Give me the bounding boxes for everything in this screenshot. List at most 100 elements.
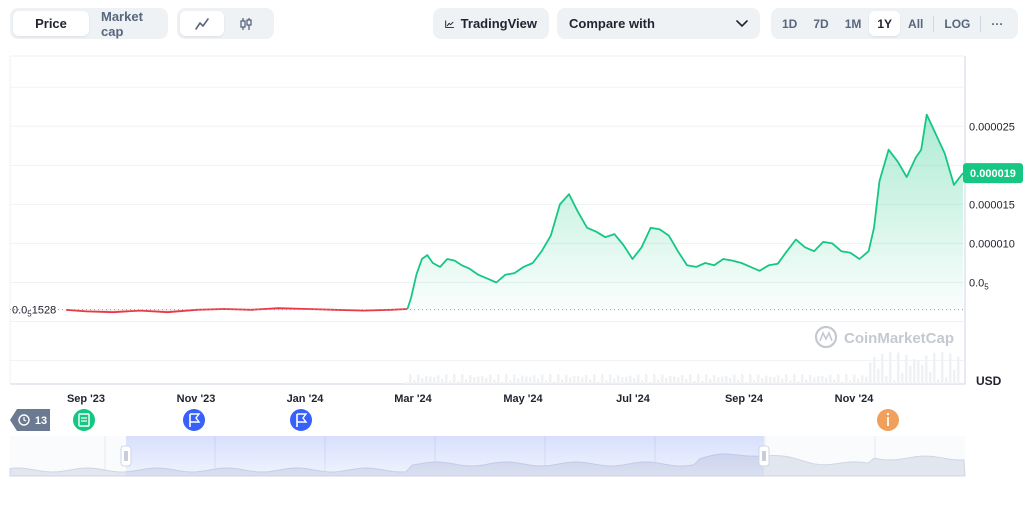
volume-bar xyxy=(441,378,444,384)
volume-bar xyxy=(753,380,756,384)
volume-bar xyxy=(721,376,724,384)
volume-bar xyxy=(717,377,720,384)
event-marker-flag[interactable] xyxy=(183,409,205,431)
volume-bar xyxy=(757,374,760,384)
volume-bar xyxy=(673,376,676,384)
range-7d-button[interactable]: 7D xyxy=(813,16,829,31)
volume-bar xyxy=(405,382,408,384)
volume-bar xyxy=(645,374,648,384)
volume-bar xyxy=(765,375,768,384)
volume-bar xyxy=(505,374,508,384)
volume-bar xyxy=(529,376,532,384)
volume-bar xyxy=(745,381,748,384)
volume-bar xyxy=(473,377,476,384)
range-all-button[interactable]: All xyxy=(908,16,924,31)
volume-bar xyxy=(941,352,944,384)
volume-bar xyxy=(557,374,560,384)
volume-bar xyxy=(493,379,496,384)
volume-bar xyxy=(533,375,536,384)
price-chart: CoinMarketCap 0.051528 0.000025 0.000015… xyxy=(9,55,1023,477)
event-marker-info[interactable] xyxy=(877,409,899,431)
navigator-right-handle[interactable] xyxy=(758,445,770,467)
tradingview-button[interactable]: TradingView xyxy=(433,8,549,39)
volume-bar xyxy=(433,377,436,384)
volume-bar xyxy=(425,375,428,384)
volume-bar xyxy=(561,379,564,384)
volume-bar xyxy=(469,374,472,384)
volume-bar xyxy=(613,378,616,384)
volume-bar xyxy=(617,375,620,384)
volume-bar xyxy=(829,374,832,384)
coinmarketcap-logo-icon xyxy=(814,325,838,349)
volume-bar xyxy=(689,374,692,384)
volume-bar xyxy=(705,374,708,384)
more-options-button[interactable]: ··· xyxy=(991,16,1004,31)
event-marker-flag[interactable] xyxy=(290,409,312,431)
coinmarketcap-logo-mark xyxy=(819,331,833,342)
candlestick-chart-button[interactable] xyxy=(224,11,268,36)
volume-bar xyxy=(933,352,936,384)
baseline-reference: 0.051528 xyxy=(10,305,965,319)
price-tab[interactable]: Price xyxy=(13,11,89,36)
event-marker-bg xyxy=(73,409,95,431)
volume-bar xyxy=(821,375,824,384)
tradingview-label: TradingView xyxy=(460,16,537,31)
chart-style-toggle xyxy=(177,8,274,39)
history-icon xyxy=(18,414,30,426)
volume-bar xyxy=(849,380,852,384)
candlestick-icon xyxy=(240,17,252,30)
volume-bar xyxy=(701,380,704,384)
chart-type-toggle: Price Market cap xyxy=(10,8,168,39)
volume-bar xyxy=(461,374,464,384)
time-range-selector: 1D 7D 1M 1Y All LOG ··· xyxy=(771,8,1018,39)
volume-bar xyxy=(649,381,652,384)
volume-bar xyxy=(589,379,592,384)
price-series-above-baseline-fill xyxy=(407,114,963,310)
volume-bar xyxy=(509,380,512,384)
volume-bar xyxy=(541,374,544,384)
range-1d-button[interactable]: 1D xyxy=(782,16,798,31)
volume-bar xyxy=(669,375,672,384)
volume-bar xyxy=(477,376,480,384)
volume-bar xyxy=(637,374,640,384)
volume-bar xyxy=(769,376,772,384)
volume-bar xyxy=(917,359,920,384)
volume-bar xyxy=(857,378,860,384)
range-1m-button[interactable]: 1M xyxy=(844,16,862,31)
volume-bar xyxy=(713,375,716,384)
volume-bar xyxy=(781,378,784,384)
volume-bar xyxy=(413,379,416,384)
volume-bar xyxy=(465,379,468,384)
volume-bar xyxy=(893,380,896,384)
volume-bar xyxy=(485,377,488,384)
events-count-button[interactable]: 13 xyxy=(10,409,50,431)
volume-bar xyxy=(641,380,644,384)
event-marker-document[interactable] xyxy=(73,409,95,431)
y-tick-label: 0.05 xyxy=(969,277,989,291)
volume-bar xyxy=(421,378,424,384)
volume-bar xyxy=(865,376,868,384)
range-1y-button[interactable]: 1Y xyxy=(869,11,901,36)
volume-bar xyxy=(845,374,848,384)
volume-bar xyxy=(445,374,448,384)
volume-bar xyxy=(565,374,568,384)
market-cap-tab[interactable]: Market cap xyxy=(101,8,143,39)
line-chart-button[interactable] xyxy=(180,11,224,36)
log-scale-button[interactable]: LOG xyxy=(944,16,971,31)
info-icon-dot xyxy=(886,412,890,416)
volume-bar xyxy=(773,376,776,384)
compare-with-dropdown[interactable]: Compare with xyxy=(557,8,760,39)
volume-bar xyxy=(905,354,908,384)
volume-bar xyxy=(693,381,696,384)
price-series-above-baseline-line xyxy=(406,113,964,310)
price-area xyxy=(65,113,964,314)
watermark-text: CoinMarketCap xyxy=(844,330,954,347)
volume-bar xyxy=(481,375,484,384)
volume-bar xyxy=(569,377,572,384)
range-divider xyxy=(980,15,982,32)
volume-bar xyxy=(881,353,884,384)
navigator-selection[interactable] xyxy=(126,436,764,476)
x-tick-label: Mar '24 xyxy=(394,393,432,405)
navigator-left-handle[interactable] xyxy=(120,445,132,467)
volume-bar xyxy=(653,374,656,384)
